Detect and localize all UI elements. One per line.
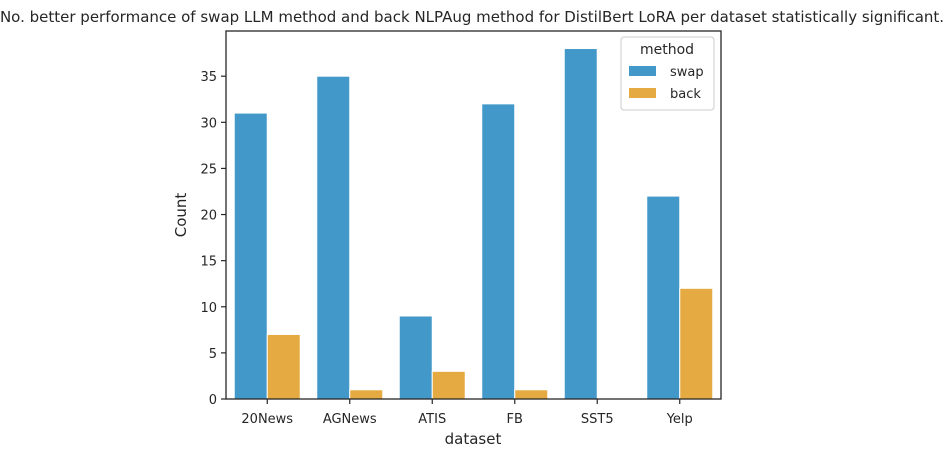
x-tick-label: FB [507,412,523,427]
y-tick-label: 15 [200,255,217,270]
x-tick-label: AGNews [323,412,377,427]
bar-back-20News [266,333,301,400]
bar-swap-20News [233,112,268,400]
y-tick-label: 0 [209,393,217,408]
y-tick-label: 35 [200,70,217,85]
bars-layer [233,48,714,400]
x-tick-label: Yelp [666,412,693,427]
plot-frame [225,30,722,400]
bar-swap-FB [481,103,516,400]
legend-swatch-swap [629,66,656,76]
legend: method swap back [620,36,715,111]
y-tick-label: 10 [200,301,217,316]
x-axis: 20News AGNews ATIS FB SST5 Yelp [241,399,693,427]
bar-back-FB [514,389,549,400]
legend-label-back: back [670,87,701,102]
y-tick-label: 20 [200,209,217,224]
bar-back-Yelp [679,287,714,400]
bar-swap-Yelp [646,195,681,400]
x-tick-label: ATIS [418,412,446,427]
bar-swap-ATIS [398,315,433,400]
x-tick-label: SST5 [581,412,614,427]
chart-title: No. better performance of swap LLM metho… [0,8,944,26]
y-tick-label: 25 [200,162,217,177]
x-tick-label: 20News [241,412,293,427]
y-axis: 0 5 10 15 20 25 30 35 [200,70,226,408]
x-axis-label: dataset [445,430,502,448]
y-tick-label: 30 [200,116,217,131]
bar-swap-AGNews [316,75,351,400]
bar-back-ATIS [431,370,466,400]
legend-label-swap: swap [670,65,704,80]
y-tick-label: 5 [209,347,217,362]
y-axis-label: Count [172,193,190,238]
bar-back-AGNews [349,389,384,400]
legend-title: method [640,42,694,58]
bar-swap-SST5 [563,48,598,400]
legend-swatch-back [629,88,656,98]
